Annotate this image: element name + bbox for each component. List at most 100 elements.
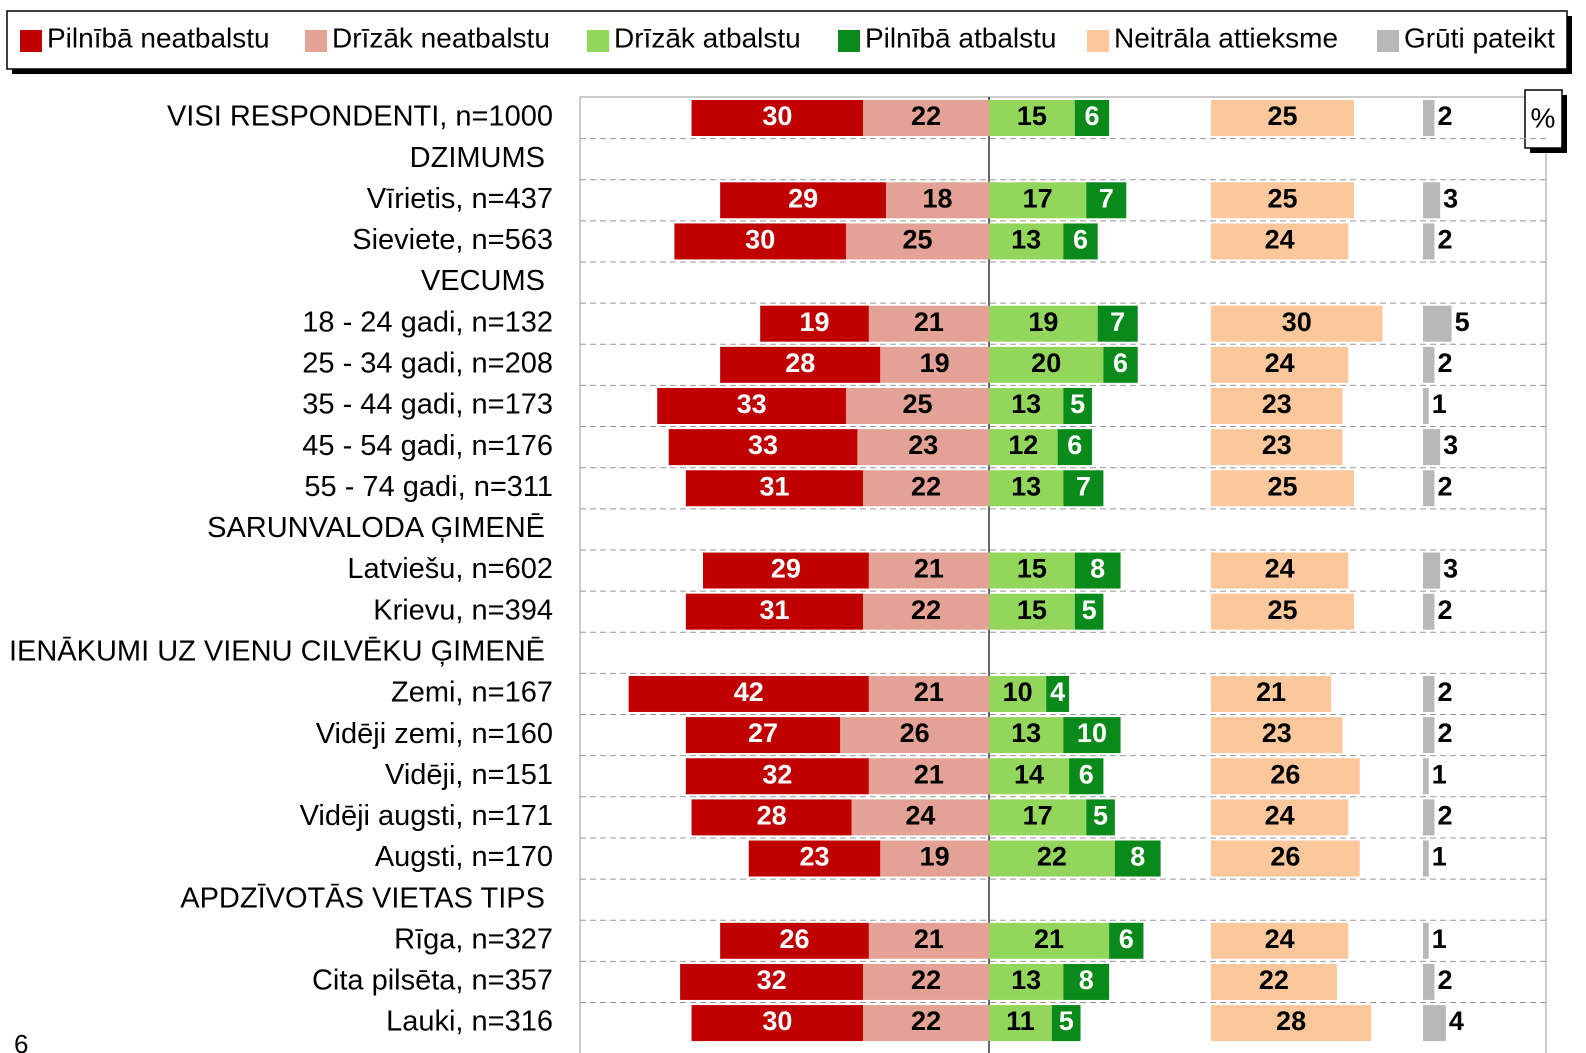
page-number: 6	[14, 1029, 28, 1053]
value-label: 3	[1443, 430, 1458, 460]
value-label: 6	[1084, 101, 1099, 131]
value-label: 30	[745, 225, 775, 255]
value-label: 6	[1073, 225, 1088, 255]
bar-segment	[1211, 758, 1360, 795]
section-header: APDZĪVOTĀS VIETAS TIPS	[180, 882, 545, 914]
bar-segment	[1046, 675, 1070, 712]
value-label: 23	[1262, 430, 1292, 460]
bar-segment	[1063, 470, 1104, 507]
category-label: Latviešu, n=602	[347, 553, 553, 585]
bar-segment	[628, 675, 869, 712]
bar-segment	[840, 717, 989, 754]
bar-segment	[748, 840, 881, 877]
bar-segment	[989, 1005, 1052, 1042]
value-label: 21	[914, 924, 944, 954]
bar-segment	[989, 346, 1104, 383]
value-label: 17	[1023, 801, 1053, 831]
value-label: 2	[1437, 471, 1452, 501]
value-label: 32	[757, 965, 787, 995]
category-label: Sieviete, n=563	[352, 224, 553, 256]
bar-segment	[1074, 552, 1121, 589]
section-header: SARUNVALODA ĢIMENĒ	[207, 512, 545, 544]
value-label: 1	[1432, 924, 1447, 954]
value-label: 29	[788, 183, 818, 213]
value-label: 2	[1437, 595, 1452, 625]
bar-segment	[989, 717, 1064, 754]
value-label: 6	[1079, 759, 1094, 789]
category-label: 45 - 54 gadi, n=176	[302, 430, 553, 462]
bar-segment	[1423, 922, 1429, 959]
value-label: 19	[1028, 307, 1058, 337]
value-label: 21	[914, 759, 944, 789]
bar-segment	[989, 470, 1064, 507]
bar-segment	[1074, 100, 1110, 136]
value-label: 7	[1076, 471, 1091, 501]
value-label: 12	[1008, 430, 1038, 460]
bar-segment	[1103, 346, 1138, 383]
value-label: 30	[762, 101, 792, 131]
bar-segment	[1211, 717, 1343, 754]
value-label: 25	[1267, 101, 1297, 131]
category-label: VISI RESPONDENTI, n=1000	[167, 101, 553, 133]
bar-segment	[685, 593, 864, 630]
value-label: 8	[1130, 842, 1145, 872]
category-label: Vīrietis, n=437	[367, 183, 553, 215]
bar-segment	[1423, 717, 1435, 754]
bar-segment	[760, 305, 869, 342]
bar-segment	[868, 758, 989, 795]
category-label: Vidēji, n=151	[385, 759, 553, 791]
legend-swatch	[20, 30, 42, 52]
bar-segment	[1423, 305, 1452, 342]
value-label: 6	[1113, 348, 1128, 378]
legend-label: Pilnībā neatbalstu	[47, 22, 270, 53]
bar-segment	[863, 1005, 989, 1042]
legend-label: Drīzāk atbalstu	[614, 22, 801, 53]
value-label: 29	[771, 554, 801, 584]
value-label: 30	[762, 1006, 792, 1036]
bar-segment	[1423, 593, 1435, 630]
legend-swatch	[1087, 30, 1109, 52]
bar-segment	[720, 182, 887, 219]
value-label: 42	[734, 677, 764, 707]
bar-segment	[1423, 1005, 1446, 1042]
value-label: 11	[1006, 1006, 1035, 1036]
value-label: 21	[1034, 924, 1064, 954]
bar-segment	[691, 100, 864, 136]
bar-segment	[1423, 758, 1429, 795]
value-label: 13	[1011, 225, 1041, 255]
bar-segment	[863, 470, 989, 507]
value-label: 28	[757, 801, 787, 831]
bar-segment	[685, 470, 864, 507]
bar-segment	[1063, 717, 1121, 754]
category-label: Krievu, n=394	[373, 594, 553, 626]
value-label: 22	[911, 965, 941, 995]
section-header: VECUMS	[421, 265, 545, 297]
value-label: 20	[1031, 348, 1061, 378]
value-label: 25	[902, 225, 932, 255]
value-label: 33	[737, 389, 767, 419]
category-label: Vidēji zemi, n=160	[316, 718, 553, 750]
bar-segment	[989, 675, 1047, 712]
value-label: 1	[1432, 389, 1447, 419]
category-label: Vidēji augsti, n=171	[300, 800, 553, 832]
bar-segment	[1063, 387, 1092, 424]
value-label: 2	[1437, 348, 1452, 378]
value-label: 23	[1262, 718, 1292, 748]
bar-segment	[868, 552, 989, 589]
category-label: 25 - 34 gadi, n=208	[302, 347, 553, 379]
category-label: Lauki, n=316	[386, 1006, 553, 1038]
category-label: 55 - 74 gadi, n=311	[304, 471, 553, 503]
value-label: 2	[1437, 718, 1452, 748]
value-label: 7	[1099, 183, 1114, 213]
bar-segment	[1051, 1005, 1081, 1042]
bar-segment	[1086, 799, 1115, 836]
bar-segment	[720, 922, 869, 959]
bar-segment	[989, 963, 1064, 1000]
bar-segment	[989, 840, 1115, 877]
value-label: 22	[911, 101, 941, 131]
bar-segment	[851, 799, 989, 836]
category-label: Zemi, n=167	[391, 677, 553, 709]
value-label: 24	[1265, 801, 1295, 831]
value-label: 28	[785, 348, 815, 378]
